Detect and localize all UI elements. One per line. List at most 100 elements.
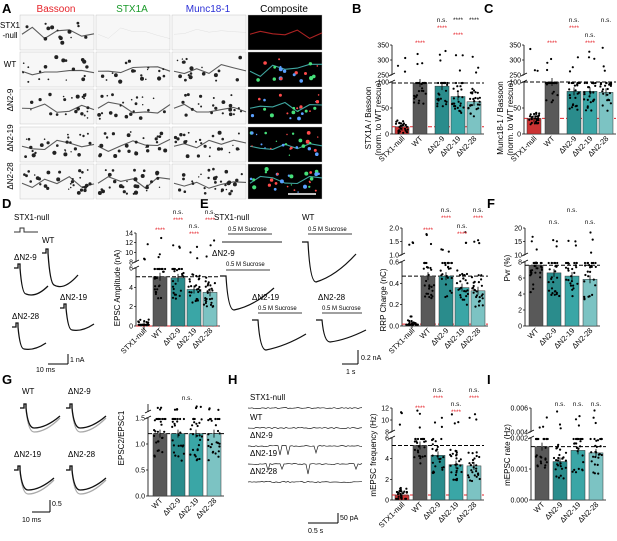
panel-g-chart: EPSC2/EPSC1 0.00.51.01.5WTΔN2-9ΔN2-19ΔN2… — [117, 395, 224, 520]
neurite — [21, 176, 95, 189]
punctum — [71, 178, 74, 180]
data-point — [413, 456, 416, 459]
panel-e-title: STX1-null — [214, 213, 249, 222]
punctum — [104, 169, 107, 172]
data-point — [478, 296, 481, 299]
data-point — [417, 451, 420, 454]
punctum — [56, 144, 59, 147]
data-point — [536, 267, 539, 270]
data-point — [529, 291, 532, 294]
data-point — [405, 125, 408, 128]
y-tick-label: 100 — [509, 80, 521, 87]
outlier-point — [571, 66, 574, 69]
punctum — [127, 59, 131, 63]
punctum — [138, 116, 143, 120]
punctum — [118, 184, 123, 189]
header-munc18: Munc18-1 — [186, 4, 231, 15]
panel-d-dn228-label: ΔN2-28 — [12, 312, 40, 321]
punctum — [279, 77, 283, 81]
data-point — [209, 446, 212, 449]
punctum — [185, 57, 188, 61]
y-tick-label: 10 — [514, 253, 522, 260]
panel-e-dn228-label: ΔN2-28 — [318, 293, 346, 302]
data-point — [438, 460, 441, 463]
punctum — [79, 133, 82, 136]
data-point — [205, 305, 208, 308]
data-point — [171, 439, 174, 442]
outlier-point — [588, 50, 591, 53]
panel-e-dn219-label: ΔN2-19 — [252, 293, 280, 302]
panel-d-dn219-label: ΔN2-19 — [60, 293, 88, 302]
punctum — [313, 148, 317, 152]
data-point — [598, 453, 601, 456]
data-point — [422, 437, 425, 441]
data-point — [200, 418, 203, 421]
data-point — [160, 267, 164, 271]
data-point — [146, 323, 149, 326]
image-cell — [171, 14, 247, 51]
punctum — [60, 40, 65, 45]
data-point — [475, 451, 478, 454]
punctum — [145, 185, 149, 190]
data-point — [593, 437, 596, 441]
data-point — [554, 468, 557, 471]
punctum — [250, 131, 254, 135]
punctum — [207, 176, 210, 180]
outlier-point — [412, 241, 415, 245]
punctum — [25, 138, 28, 140]
outlier-point — [178, 245, 181, 248]
punctum — [190, 107, 194, 111]
data-point — [179, 431, 182, 434]
panel-e-sucrose-wt: 0.5 M Sucrose — [308, 227, 347, 233]
data-point — [481, 304, 484, 307]
punctum — [84, 183, 89, 188]
data-point — [470, 479, 474, 483]
data-point — [155, 276, 158, 280]
data-point — [163, 430, 166, 433]
punctum — [25, 25, 29, 29]
data-point — [430, 268, 433, 271]
data-point — [582, 461, 585, 464]
data-point — [414, 437, 417, 441]
data-point — [460, 470, 463, 474]
y-tick-label: 2 — [385, 477, 389, 484]
punctum — [159, 131, 164, 136]
punctum — [97, 191, 102, 195]
neurite — [21, 103, 95, 113]
data-point — [437, 92, 440, 95]
outlier-point — [576, 56, 580, 59]
data-point — [178, 294, 181, 297]
outlier-point — [439, 59, 442, 62]
panel-b-ylabel-2: (norm. to WT rescue) — [374, 80, 383, 156]
data-point — [553, 261, 556, 265]
panel-d-traces: STX1-null WT ΔN2-9 ΔN2-19 ΔN2-28 10 ms 1… — [12, 213, 95, 374]
data-point — [478, 477, 481, 481]
punctum — [108, 111, 113, 115]
punctum — [264, 131, 268, 135]
data-point — [156, 430, 159, 433]
data-point — [567, 269, 570, 272]
punctum — [308, 62, 313, 66]
data-point — [415, 95, 418, 98]
y-tick-label: 0.5 — [135, 468, 145, 475]
outlier-point — [398, 423, 401, 426]
data-point — [418, 99, 421, 102]
y-tick-label: 100 — [377, 80, 389, 87]
data-point — [207, 433, 210, 436]
data-point — [442, 466, 445, 469]
data-point — [467, 106, 470, 110]
punctum — [181, 100, 185, 104]
data-point — [576, 92, 579, 95]
data-point — [456, 467, 459, 470]
significance-marker: **** — [205, 217, 216, 224]
punctum — [135, 184, 140, 189]
outlier-point — [464, 231, 467, 234]
outlier-point — [172, 244, 175, 247]
data-point — [469, 464, 472, 467]
data-point — [180, 267, 183, 271]
punctum — [129, 131, 132, 133]
punctum — [157, 76, 162, 81]
data-point — [191, 273, 194, 276]
punctum — [98, 154, 102, 158]
punctum — [67, 136, 70, 139]
